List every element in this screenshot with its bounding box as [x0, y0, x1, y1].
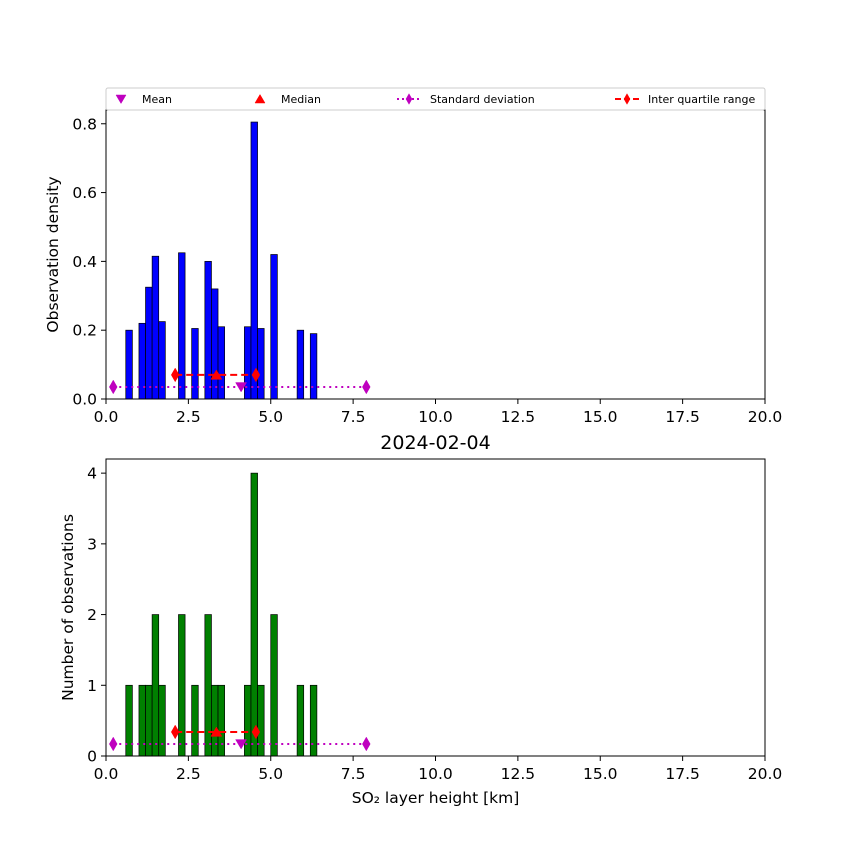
density-x-tick-label: 7.5 — [341, 408, 366, 426]
legend-label: Standard deviation — [430, 93, 535, 106]
density-iqr-marker — [251, 367, 261, 383]
density-y-tick-label: 0.6 — [72, 184, 97, 202]
count-bar — [178, 614, 186, 757]
legend-marker — [115, 94, 127, 104]
count-bar — [204, 614, 212, 757]
density-mean-marker — [235, 382, 248, 393]
density-x-tick-label: 2.5 — [176, 408, 201, 426]
count-x-tick-label: 17.5 — [665, 765, 700, 783]
legend-label: Median — [281, 93, 321, 106]
legend-marker — [405, 93, 413, 105]
legend-label: Inter quartile range — [648, 93, 755, 106]
count-x-tick-label: 12.5 — [501, 765, 536, 783]
chart-title: 2024-02-04 — [380, 432, 490, 454]
density-bar — [178, 252, 186, 400]
count-x-tick-label: 2.5 — [176, 765, 201, 783]
count-bar — [158, 684, 166, 757]
density-bar — [217, 326, 225, 400]
density-bar — [191, 328, 199, 400]
count-bar — [257, 684, 265, 757]
density-x-tick-label: 5.0 — [258, 408, 283, 426]
count-y-tick-label: 2 — [87, 606, 97, 624]
legend-label: Mean — [142, 93, 172, 106]
density-bar — [309, 333, 318, 400]
count-bar — [217, 684, 225, 757]
count-x-tick-label: 7.5 — [341, 765, 366, 783]
count-bar — [250, 472, 258, 757]
density-y-tick-label: 0.2 — [72, 322, 97, 340]
count-x-tick-label: 5.0 — [258, 765, 283, 783]
count-y-tick-label: 1 — [87, 677, 97, 695]
count-x-axis-label: SO₂ layer height [km] — [352, 789, 520, 807]
legend-marker — [623, 93, 631, 105]
count-x-tick-label: 15.0 — [583, 765, 618, 783]
count-std-marker — [362, 736, 371, 752]
legend-box — [105, 87, 766, 111]
count-bar — [309, 684, 318, 757]
count-median-marker — [210, 726, 223, 737]
density-bar — [257, 328, 265, 400]
density-bar — [204, 261, 212, 400]
density-y-tick-label: 0.8 — [72, 115, 97, 133]
density-y-tick-label: 0.4 — [72, 253, 97, 271]
count-bar — [244, 684, 252, 757]
count-x-tick-label: 20.0 — [748, 765, 783, 783]
count-y-tick-label: 3 — [87, 535, 97, 553]
density-x-tick-label: 12.5 — [501, 408, 536, 426]
count-bar — [151, 614, 160, 757]
density-bar — [270, 254, 278, 400]
density-x-tick-label: 0.0 — [94, 408, 119, 426]
density-y-tick-label: 0.0 — [72, 391, 97, 409]
density-bar — [250, 121, 258, 400]
count-x-tick-label: 10.0 — [418, 765, 453, 783]
count-y-tick-label: 4 — [87, 465, 97, 483]
density-bar — [125, 329, 133, 400]
count-iqr-marker — [171, 724, 180, 740]
count-std-marker — [109, 736, 118, 752]
density-std-marker — [362, 379, 371, 395]
count-bar — [296, 684, 305, 757]
count-bar — [191, 684, 199, 757]
count-x-tick-label: 0.0 — [94, 765, 119, 783]
density-iqr-marker — [171, 367, 180, 383]
density-bar — [244, 326, 252, 400]
density-bar — [151, 255, 160, 400]
density-x-tick-label: 20.0 — [748, 408, 783, 426]
density-y-axis-label: Observation density — [44, 176, 62, 332]
count-bar — [138, 684, 146, 757]
density-bar — [145, 286, 153, 400]
density-std-marker — [109, 379, 118, 395]
count-y-axis-label: Number of observations — [59, 514, 77, 701]
count-y-tick-label: 0 — [87, 748, 97, 766]
density-bar — [296, 329, 305, 400]
legend-marker — [254, 94, 266, 104]
density-x-tick-label: 17.5 — [665, 408, 700, 426]
count-bar — [211, 684, 219, 757]
density-x-tick-label: 10.0 — [418, 408, 453, 426]
count-bar — [125, 684, 133, 757]
count-mean-marker — [235, 739, 248, 750]
density-median-marker — [210, 369, 223, 380]
density-x-tick-label: 15.0 — [583, 408, 618, 426]
density-bar — [211, 288, 219, 400]
count-bar — [270, 614, 278, 757]
count-bar — [145, 684, 153, 757]
count-iqr-marker — [251, 724, 261, 740]
